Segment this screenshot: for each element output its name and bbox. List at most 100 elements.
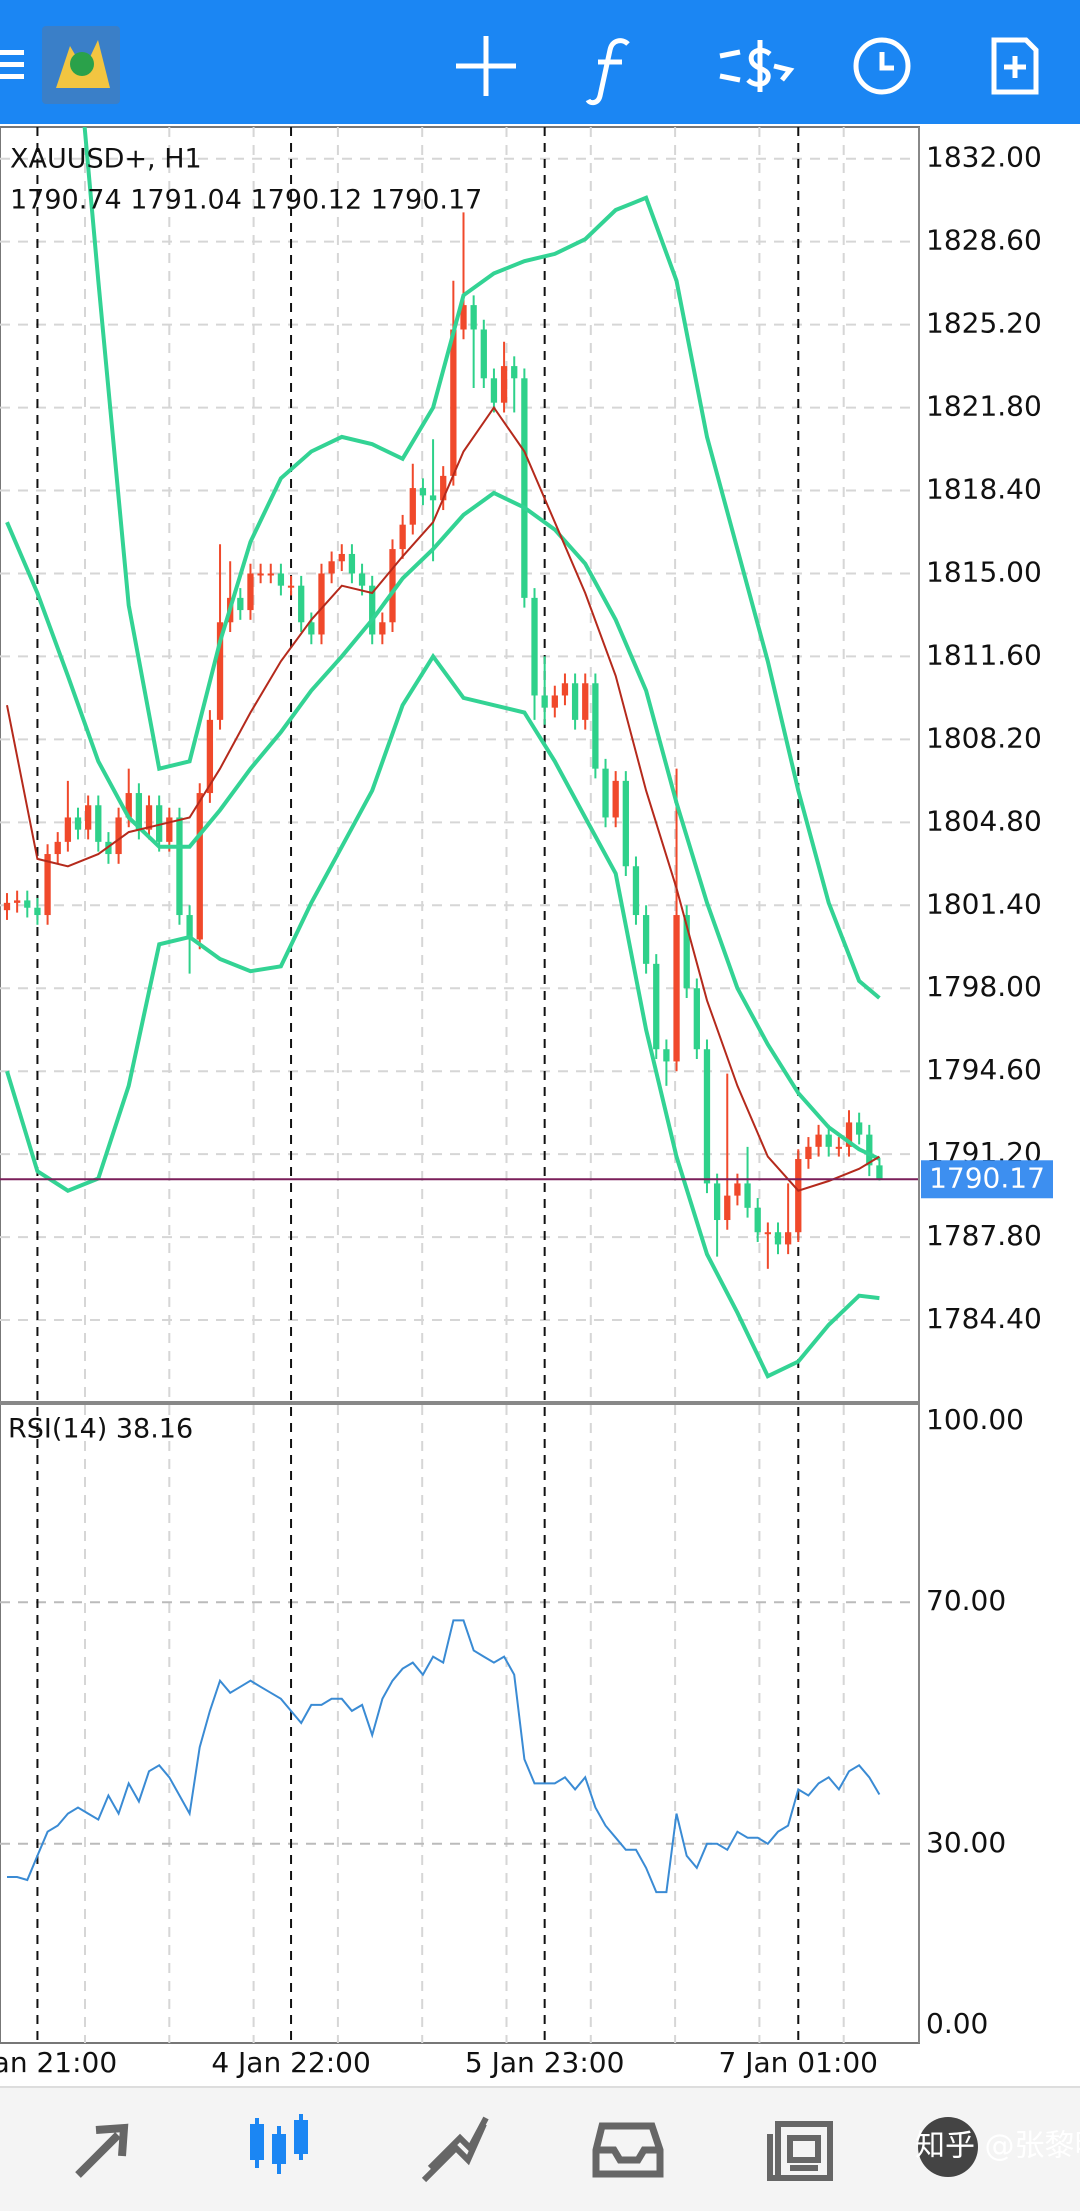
y-tick-label: 1798.00: [926, 970, 1042, 1003]
candle-body: [13, 900, 21, 903]
menu-button[interactable]: [0, 50, 24, 79]
y-tick-label: 0.00: [926, 2007, 988, 2040]
crosshair-button[interactable]: [456, 36, 516, 96]
y-tick-label: 1784.40: [926, 1302, 1042, 1335]
candle-body: [338, 553, 345, 562]
candle-body: [237, 597, 244, 611]
candle-body: [287, 585, 295, 588]
candle-body: [653, 963, 660, 1050]
candle-body: [74, 817, 82, 830]
candle-body: [44, 854, 51, 916]
y-tick-label: 1794.60: [926, 1053, 1042, 1086]
candle-body: [429, 495, 437, 501]
candle-body: [358, 573, 366, 586]
candle-body: [257, 573, 264, 576]
y-tick-label: 30.00: [926, 1826, 1006, 1859]
candle-body: [866, 1134, 873, 1166]
candle-body: [267, 573, 274, 576]
new-order-button[interactable]: [991, 37, 1039, 95]
y-tick-label: 1787.80: [926, 1219, 1042, 1252]
candle-body: [774, 1232, 782, 1245]
candle-body: [399, 524, 406, 550]
candle-body: [683, 915, 690, 989]
candle-body: [784, 1232, 792, 1245]
candle-body: [673, 915, 680, 1062]
y-tick-label: 1832.00: [926, 141, 1042, 174]
candle-body: [440, 475, 447, 501]
candle-body: [571, 683, 579, 720]
quotes-tab[interactable]: [75, 2123, 129, 2178]
candle-body: [500, 366, 508, 403]
last-price-box: [921, 1160, 1053, 1199]
candle-body: [713, 1183, 721, 1221]
candle-body: [592, 683, 599, 769]
candle-body: [470, 305, 477, 330]
candle-body: [196, 793, 203, 940]
y-tick-label: 1818.40: [926, 473, 1042, 506]
chart-title: XAUUSD+, H1: [10, 144, 202, 175]
rsi-panel: [7, 1619, 881, 1894]
y-tick-label: 1811.60: [926, 638, 1042, 671]
candle-body: [815, 1134, 822, 1147]
app-logo[interactable]: [42, 26, 120, 104]
y-tick-label: 1821.80: [926, 390, 1042, 423]
candle-body: [95, 805, 102, 842]
history-button[interactable]: [853, 37, 911, 95]
candle-body: [511, 366, 518, 379]
candle-body: [64, 817, 72, 842]
candle-body: [551, 695, 558, 708]
candle-body: [176, 817, 183, 916]
rsi-line: [7, 1619, 881, 1894]
candle-body: [450, 329, 457, 476]
candle-body: [521, 378, 528, 598]
indicators-button[interactable]: [585, 38, 630, 106]
history-tab[interactable]: [592, 2122, 664, 2178]
candle-body: [328, 561, 335, 574]
x-tick-label: 5 Jan 23:00: [465, 2046, 624, 2079]
grid: [0, 127, 919, 2043]
candle-body: [247, 573, 254, 611]
candle-body: [145, 805, 153, 830]
indicator-line: [82, 127, 881, 1000]
candle-body: [825, 1134, 832, 1147]
candle-body: [186, 915, 193, 940]
candle-body: [764, 1232, 771, 1235]
toolbar: [0, 0, 1080, 124]
last-price-label: 1790.17: [929, 1161, 1045, 1194]
y-tick-label: 1828.60: [926, 224, 1042, 257]
y-tick-label: 100.00: [926, 1403, 1024, 1436]
candle-body: [125, 793, 132, 818]
x-tick-label: 4 Jan 22:00: [211, 2046, 370, 2079]
candle-body: [805, 1146, 812, 1160]
news-tab[interactable]: [767, 2121, 833, 2181]
indicator-line: [6, 405, 880, 1192]
candle-body: [348, 553, 356, 574]
candle-body: [409, 488, 416, 525]
price-panel: [3, 127, 883, 1379]
candle-body: [845, 1122, 853, 1147]
y-tick-label: 1801.40: [926, 887, 1042, 920]
axis-labels: 1832.00 1828.60 1825.20 1821.80 1818.40 1815.…: [0, 141, 1053, 2079]
candle-body: [419, 488, 427, 496]
candle-body: [277, 573, 285, 586]
trade-tab[interactable]: [421, 2116, 489, 2183]
candle-body: [744, 1183, 751, 1208]
candle-body: [389, 549, 396, 623]
candle-body: [216, 622, 224, 720]
candle-body: [856, 1122, 863, 1135]
candle-body: [734, 1183, 741, 1196]
watermark-avatar: [918, 2117, 978, 2177]
candle-body: [602, 768, 609, 818]
trade-button[interactable]: [719, 40, 795, 92]
chart-tab[interactable]: [250, 2114, 308, 2174]
rsi-title: RSI(14) 38.16: [8, 1414, 193, 1445]
candle-body: [876, 1165, 883, 1180]
candle-body: [612, 780, 619, 818]
candle-body: [115, 817, 122, 855]
indicator-line: [5, 490, 881, 1161]
chart-frame: [0, 126, 920, 2044]
x-tick-label: 3 Jan 21:00: [0, 2046, 117, 2079]
bottom-nav: [0, 2087, 1080, 2211]
